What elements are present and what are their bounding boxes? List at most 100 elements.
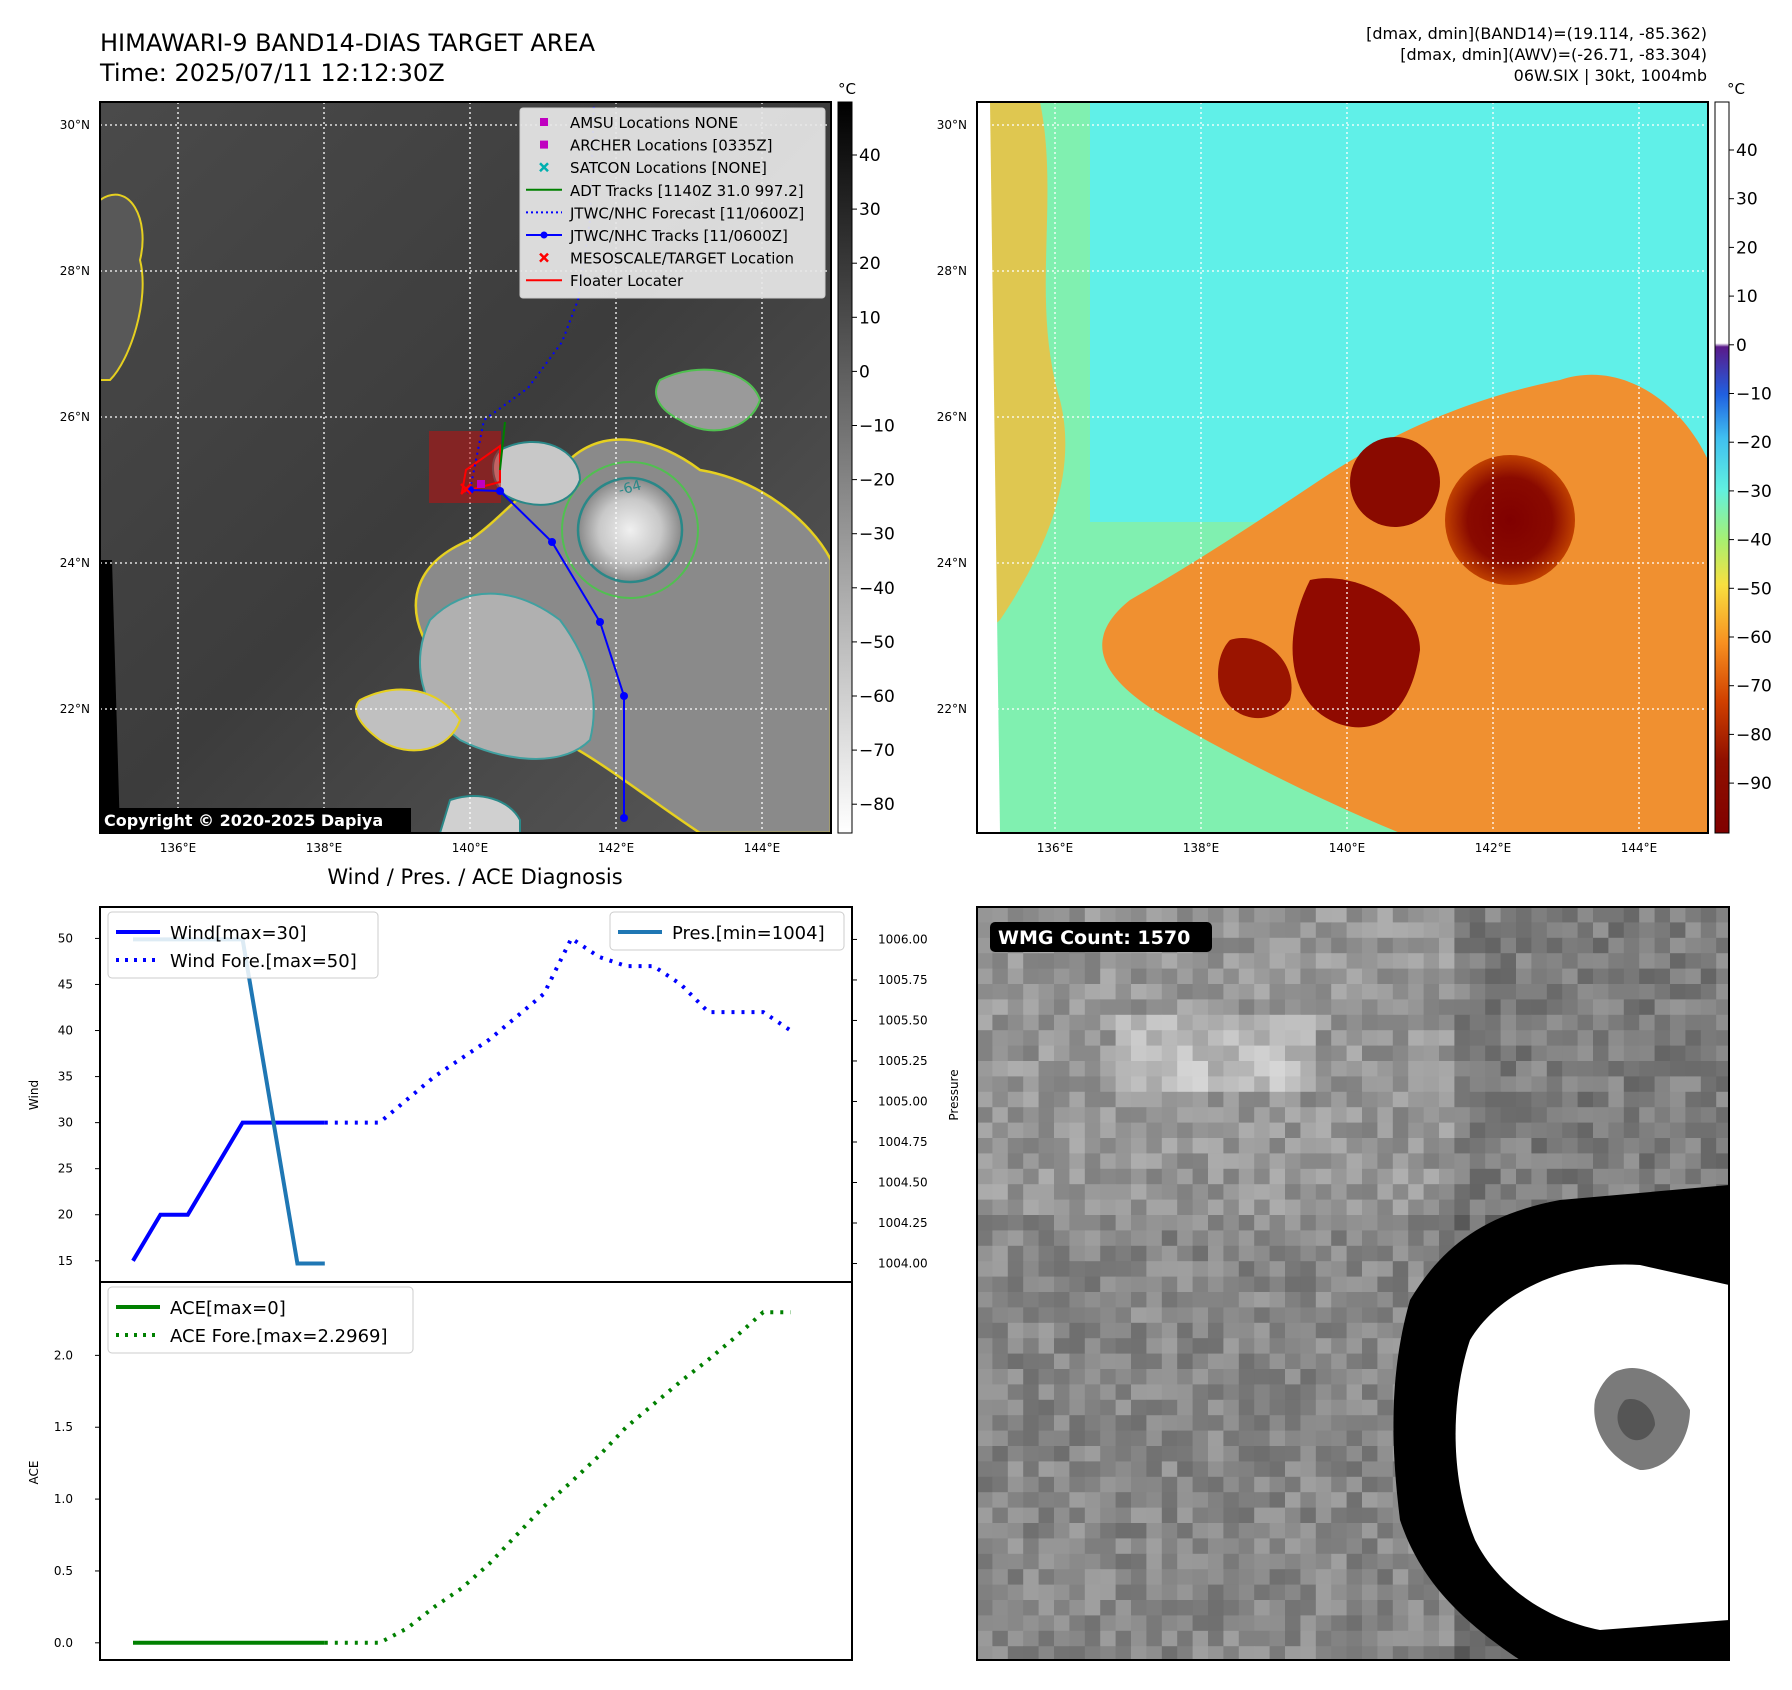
wmg-pixel bbox=[1223, 1215, 1240, 1231]
wmg-pixel bbox=[1177, 1307, 1194, 1324]
wmg-pixel bbox=[1423, 1061, 1440, 1077]
wmg-pixel bbox=[1331, 1615, 1348, 1632]
wmg-pixel bbox=[1392, 1261, 1409, 1278]
wmg-pixel bbox=[1346, 1430, 1363, 1447]
wmg-pixel bbox=[992, 1107, 1009, 1124]
wmg-pixel bbox=[1238, 1245, 1255, 1262]
wmg-pixel bbox=[977, 1553, 993, 1570]
wmg-pixel bbox=[1054, 1369, 1070, 1385]
wmg-pixel bbox=[1007, 1338, 1024, 1355]
wmg-pixel bbox=[1023, 1615, 1040, 1632]
map1-lat-label: 22°N bbox=[60, 702, 90, 716]
wmg-pixel bbox=[1131, 1538, 1147, 1555]
wmg-pixel bbox=[1331, 1045, 1348, 1062]
wmg-pixel bbox=[1377, 1600, 1394, 1616]
wmg-pixel bbox=[1408, 968, 1425, 985]
wmg-pixel bbox=[1084, 1122, 1101, 1139]
wmg-pixel bbox=[1516, 1153, 1532, 1170]
wmg-pixel bbox=[1177, 1630, 1194, 1647]
wmg-pixel bbox=[1115, 1584, 1132, 1601]
wmg-pixel bbox=[992, 1276, 1009, 1293]
wmg-pixel bbox=[1100, 1091, 1117, 1108]
wmg-pixel bbox=[1408, 1630, 1425, 1647]
wmg-pixel bbox=[1054, 968, 1070, 985]
wmg-pixel bbox=[1146, 1446, 1163, 1462]
wmg-pixel bbox=[1054, 1338, 1070, 1355]
wmg-pixel bbox=[977, 1569, 993, 1586]
wmg-pixel bbox=[1023, 1630, 1040, 1647]
wmg-pixel bbox=[1208, 1122, 1224, 1139]
wmg-pixel bbox=[1516, 1076, 1532, 1093]
map1-copyright: Copyright © 2020-2025 Dapiya bbox=[104, 811, 383, 830]
wmg-pixel bbox=[1531, 984, 1548, 1000]
wmg-pixel bbox=[1346, 1215, 1363, 1231]
wmg-pixel bbox=[1362, 1030, 1378, 1047]
wmg-pixel bbox=[1331, 968, 1348, 985]
map1-archer-marker bbox=[477, 480, 485, 488]
wmg-pixel bbox=[1208, 1076, 1224, 1093]
wmg-pixel bbox=[1084, 1045, 1101, 1062]
wmg-pixel bbox=[1562, 953, 1579, 970]
wmg-pixel bbox=[1331, 1600, 1348, 1616]
wmg-pixel bbox=[1485, 1646, 1502, 1660]
wmg-pixel bbox=[1377, 1168, 1394, 1185]
wmg-pixel bbox=[1546, 1138, 1563, 1154]
wmg-pixel bbox=[1208, 1399, 1224, 1416]
wmg-pixel bbox=[1331, 1276, 1348, 1293]
wmg-pixel bbox=[1100, 1322, 1117, 1339]
y2-axis-label: Pressure bbox=[947, 1069, 961, 1120]
wmg-pixel bbox=[1423, 984, 1440, 1000]
wmg-pixel bbox=[1423, 1230, 1440, 1247]
wmg-pixel bbox=[1331, 953, 1348, 970]
wmg-pixel bbox=[1054, 1245, 1070, 1262]
wmg-pixel bbox=[1331, 1553, 1348, 1570]
wmg-pixel bbox=[1670, 984, 1686, 1000]
wmg-pixel bbox=[1054, 1553, 1070, 1570]
wmg-pixel bbox=[1469, 984, 1486, 1000]
wmg-pixel bbox=[1500, 1014, 1517, 1031]
wmg-pixel bbox=[1577, 922, 1594, 939]
wmg-pixel bbox=[1346, 1415, 1363, 1432]
wmg-pixel bbox=[1439, 1600, 1455, 1616]
wmg-pixel bbox=[977, 1045, 993, 1062]
wmg-pixel bbox=[1177, 1014, 1194, 1031]
wmg-pixel bbox=[992, 1399, 1009, 1416]
wmg-pixel bbox=[1161, 953, 1178, 970]
wmg-pixel bbox=[1146, 984, 1163, 1000]
wmg-pixel bbox=[1177, 1030, 1194, 1047]
y2-tick-label: 1005.75 bbox=[878, 973, 928, 987]
wmg-pixel bbox=[1223, 1122, 1240, 1139]
wmg-pixel bbox=[1223, 1014, 1240, 1031]
wmg-pixel bbox=[1100, 1045, 1117, 1062]
wmg-pixel bbox=[1500, 984, 1517, 1000]
wmg-pixel bbox=[1038, 968, 1055, 985]
wmg-pixel bbox=[1469, 907, 1486, 923]
wmg-pixel bbox=[1177, 984, 1194, 1000]
wmg-pixel bbox=[1146, 1261, 1163, 1278]
wmg-pixel bbox=[1007, 1261, 1024, 1278]
wmg-pixel bbox=[1285, 1600, 1301, 1616]
wmg-pixel bbox=[1023, 999, 1040, 1016]
wmg-pixel bbox=[977, 1215, 993, 1231]
wmg-pixel bbox=[1146, 1245, 1163, 1262]
wmg-pixel bbox=[1469, 1061, 1486, 1077]
wmg-pixel bbox=[1007, 1553, 1024, 1570]
wmg-pixel bbox=[1654, 953, 1671, 970]
wmg-pixel bbox=[992, 1138, 1009, 1154]
wmg-pixel bbox=[1054, 1384, 1070, 1401]
wmg-pixel bbox=[1454, 1030, 1471, 1047]
wmg-pixel bbox=[1023, 1569, 1040, 1586]
wmg-pixel bbox=[1670, 968, 1686, 985]
map1-lon-label: 138°E bbox=[306, 841, 343, 855]
wmg-pixel bbox=[1007, 1153, 1024, 1170]
wmg-pixel bbox=[992, 1168, 1009, 1185]
wmg-pixel bbox=[1100, 1569, 1117, 1586]
wmg-pixel bbox=[1315, 1307, 1332, 1324]
wmg-pixel bbox=[1100, 999, 1117, 1016]
wmg-pixel bbox=[1238, 1415, 1255, 1432]
wmg-pixel bbox=[1054, 1230, 1070, 1247]
wmg-pixel bbox=[1254, 1353, 1271, 1370]
map1-lat-label: 28°N bbox=[60, 264, 90, 278]
wmg-pixel bbox=[1700, 1045, 1717, 1062]
wmg-pixel bbox=[1115, 1045, 1132, 1062]
